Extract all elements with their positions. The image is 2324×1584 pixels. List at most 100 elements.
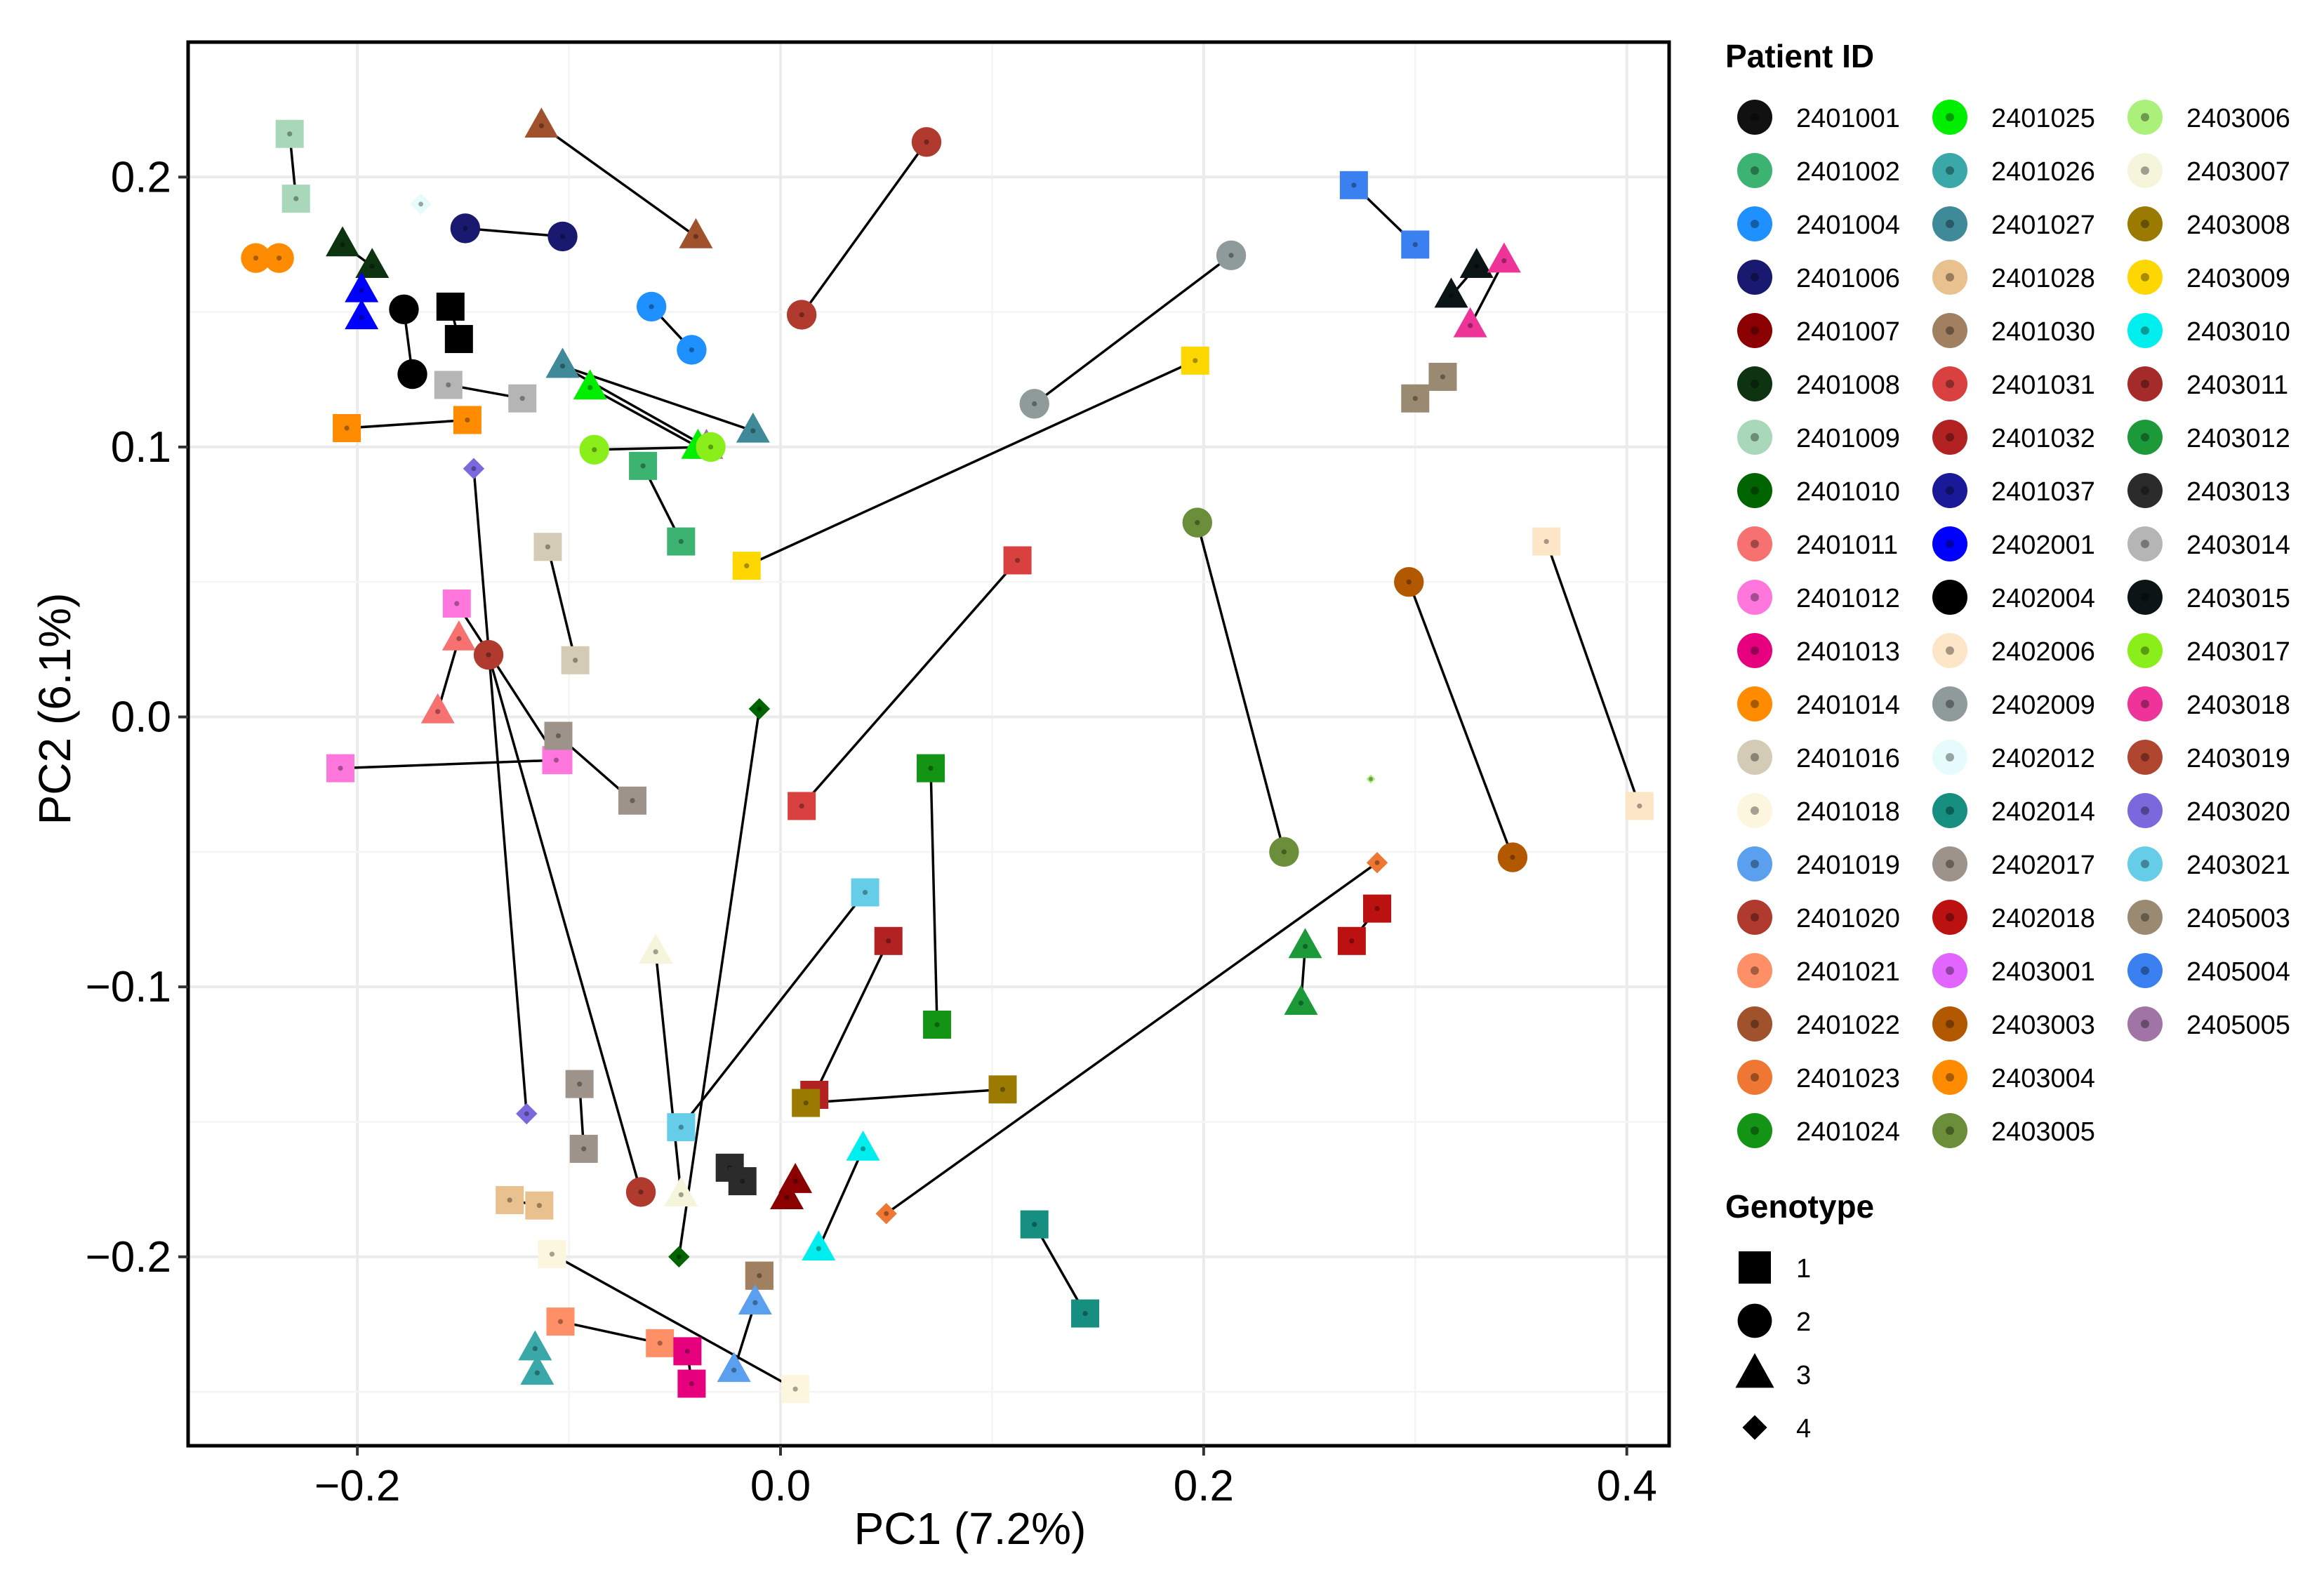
- data-point-2401016: [561, 646, 590, 674]
- legend-item-2401037: 2401037: [1932, 473, 2095, 508]
- legend-label: 2401027: [1991, 211, 2095, 240]
- marker-diamond: [1366, 852, 1388, 874]
- marker-center-dot: [1501, 258, 1507, 264]
- marker-square: [542, 746, 571, 775]
- marker-center-dot: [1374, 906, 1380, 912]
- data-point-2401002: [629, 451, 658, 480]
- legend-key-center: [1751, 166, 1759, 175]
- legend-item-2402001: 2402001: [1932, 526, 2095, 561]
- data-point-2401011: [420, 693, 455, 724]
- legend-label: 2401013: [1796, 637, 1900, 667]
- data-points: [241, 107, 1654, 1404]
- legend-item-2403006: 2403006: [2127, 100, 2290, 135]
- marker-center-dot: [454, 601, 460, 606]
- marker-center-dot: [587, 385, 593, 390]
- legend-label: 2401037: [1991, 477, 2095, 507]
- legend-key-center: [1751, 273, 1759, 281]
- legend-genotype-marker: [1737, 1303, 1772, 1338]
- marker-circle: [547, 221, 578, 252]
- legend-key-center: [1751, 1020, 1759, 1028]
- pair-connector-line: [677, 708, 761, 1258]
- marker-center-dot: [559, 363, 566, 369]
- legend-key-circle: [2127, 366, 2163, 401]
- marker-triangle: [736, 412, 770, 443]
- pair-connector-line: [1545, 540, 1641, 807]
- data-point-2402018: [1337, 926, 1366, 955]
- data-point-2403004: [333, 414, 361, 442]
- marker-center-dot: [1752, 1425, 1758, 1430]
- legend-item-2403020: 2403020: [2127, 793, 2290, 828]
- legend-item-2402006: 2402006: [1932, 633, 2095, 668]
- legend-item-2402014: 2402014: [1932, 793, 2095, 828]
- legend-item-2402012: 2402012: [1932, 740, 2095, 775]
- data-point-2401008: [326, 226, 360, 257]
- data-point-2401014: [241, 243, 271, 273]
- data-point-2401004: [636, 291, 667, 322]
- data-point-2401028: [496, 1186, 524, 1214]
- legend-key-center: [1751, 860, 1759, 868]
- legend-item-2401007: 2401007: [1737, 313, 1900, 348]
- marker-square: [917, 754, 945, 783]
- legend-label: 2403011: [2186, 371, 2288, 400]
- legend-key-center: [1946, 166, 1954, 175]
- marker-circle: [1394, 567, 1424, 597]
- data-point-2401012: [326, 754, 355, 783]
- legend-label: 2401032: [1991, 424, 2095, 453]
- legend-key-center: [1751, 540, 1759, 548]
- marker-square: [677, 1369, 706, 1398]
- marker-center-dot: [1351, 182, 1357, 188]
- data-point-2403003: [1394, 567, 1424, 597]
- legend-key-circle: [1737, 260, 1772, 295]
- legend-item-2403008: 2403008: [2127, 206, 2290, 241]
- marker-triangle: [639, 933, 673, 964]
- pair-connector-line: [679, 891, 866, 1129]
- legend-genotype-marker: [1735, 1353, 1774, 1388]
- data-point-2401019: [717, 1352, 751, 1383]
- marker-square: [792, 1089, 821, 1117]
- legend-label: 2403019: [2186, 744, 2290, 773]
- marker-square: [874, 926, 903, 955]
- legend-key-center: [1751, 753, 1759, 761]
- legend-key-center: [1751, 486, 1759, 495]
- legend-item-2401032: 2401032: [1932, 420, 2095, 455]
- legend-label: 2401030: [1991, 317, 2095, 347]
- marker-center-dot: [1440, 374, 1446, 380]
- marker-center-dot: [731, 1367, 737, 1373]
- legend-item-2401025: 2401025: [1932, 100, 2095, 135]
- legend-label: 2401007: [1796, 317, 1900, 347]
- legend-key-circle: [1737, 100, 1772, 135]
- marker-center-dot: [448, 304, 453, 310]
- legend-item-2401020: 2401020: [1737, 900, 1900, 935]
- legend-key-center: [2141, 433, 2149, 441]
- marker-circle: [1269, 837, 1299, 867]
- legend-genotype-2: 2: [1737, 1303, 1811, 1338]
- legend-key-center: [1946, 113, 1954, 121]
- data-point-2405004: [1339, 171, 1368, 199]
- data-point-2402014: [1071, 1299, 1100, 1328]
- marker-diamond: [668, 1246, 690, 1267]
- marker-center-dot: [1349, 938, 1355, 944]
- marker-triangle: [524, 107, 559, 138]
- marker-circle: [264, 243, 294, 273]
- marker-center-dot: [1510, 854, 1515, 860]
- data-point-2401010: [748, 698, 771, 720]
- legend-key-circle: [1737, 1006, 1772, 1041]
- data-point-2403009: [732, 552, 761, 580]
- pair-connector-line: [437, 638, 460, 712]
- legend-label: 2401028: [1991, 264, 2095, 293]
- marker-square: [561, 646, 590, 674]
- legend-item-2401016: 2401016: [1737, 740, 1900, 775]
- marker-center-dot: [463, 225, 468, 231]
- data-point-2401011: [441, 620, 476, 651]
- legend-label: 2403012: [2186, 424, 2290, 453]
- marker-circle: [911, 127, 942, 157]
- data-point-2401010: [668, 1246, 690, 1267]
- marker-center-dot: [708, 444, 714, 450]
- legend-label: 2403015: [2186, 584, 2290, 613]
- legend-key-center: [2141, 753, 2149, 761]
- legend-key-circle: [2127, 580, 2163, 615]
- data-point-2405003: [1401, 384, 1430, 413]
- legend-key-center: [1946, 806, 1954, 815]
- data-point-2401004: [677, 335, 707, 365]
- legend-item-2401011: 2401011: [1737, 526, 1898, 561]
